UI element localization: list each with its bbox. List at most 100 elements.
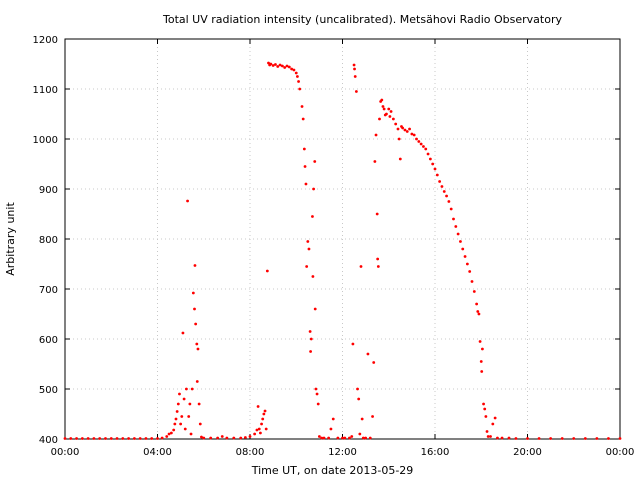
- data-point: [357, 397, 361, 401]
- data-point: [309, 337, 313, 341]
- data-point: [374, 133, 378, 137]
- data-point: [308, 330, 312, 333]
- data-point: [514, 437, 518, 440]
- data-point: [190, 387, 194, 391]
- data-point: [104, 437, 107, 440]
- data-point: [343, 436, 347, 440]
- data-point: [264, 427, 268, 431]
- data-point: [165, 435, 169, 438]
- data-point: [306, 240, 310, 243]
- data-point: [69, 437, 73, 440]
- data-point: [376, 257, 380, 261]
- data-point: [364, 436, 368, 440]
- data-point: [290, 67, 294, 71]
- data-point: [274, 63, 277, 66]
- data-point: [360, 417, 364, 421]
- data-point: [271, 64, 275, 67]
- data-point: [431, 162, 435, 166]
- data-point: [359, 265, 363, 268]
- data-point: [479, 360, 483, 363]
- x-tick-label: 08:00: [236, 447, 265, 458]
- data-point: [449, 207, 453, 211]
- data-point: [278, 63, 282, 67]
- data-point: [121, 437, 125, 440]
- data-point: [225, 436, 229, 440]
- data-point: [461, 247, 465, 251]
- data-point: [181, 331, 185, 335]
- data-point: [607, 437, 610, 440]
- y-tick-label: 800: [39, 235, 58, 246]
- data-point: [185, 387, 188, 391]
- data-point: [376, 265, 380, 268]
- data-point: [265, 269, 269, 273]
- data-point: [356, 387, 359, 391]
- data-point: [262, 412, 266, 416]
- data-point: [239, 436, 243, 440]
- data-point: [144, 437, 148, 440]
- data-point: [98, 437, 102, 440]
- data-point: [419, 142, 423, 146]
- data-point: [300, 105, 304, 108]
- data-point: [317, 435, 321, 438]
- data-point: [138, 437, 142, 440]
- data-point: [422, 145, 425, 148]
- data-point: [398, 157, 402, 161]
- data-point: [169, 431, 173, 435]
- y-tick-label: 1000: [33, 135, 58, 146]
- data-point: [313, 307, 317, 311]
- y-tick-label: 400: [39, 435, 58, 446]
- data-point: [368, 436, 372, 440]
- data-point: [179, 422, 183, 426]
- data-point: [173, 422, 177, 426]
- data-point: [304, 182, 308, 186]
- data-point: [156, 437, 159, 440]
- data-point: [361, 436, 365, 440]
- data-point: [200, 435, 203, 439]
- x-tick-label: 20:00: [513, 447, 542, 458]
- data-point: [191, 291, 195, 295]
- data-point: [489, 435, 492, 438]
- data-points: [63, 61, 622, 440]
- data-point: [373, 160, 377, 163]
- data-point: [424, 147, 428, 151]
- data-point: [75, 437, 78, 440]
- data-point: [322, 436, 326, 440]
- data-point: [167, 432, 171, 436]
- data-point: [484, 415, 488, 418]
- data-point: [127, 437, 130, 440]
- data-point: [375, 212, 379, 216]
- data-point: [428, 157, 432, 161]
- data-point: [459, 240, 462, 243]
- data-point: [195, 342, 199, 346]
- data-point: [435, 173, 439, 177]
- data-point: [465, 262, 469, 266]
- data-point: [433, 167, 437, 171]
- data-point: [468, 270, 472, 273]
- data-point: [549, 437, 553, 440]
- data-point: [476, 310, 480, 313]
- data-point: [303, 165, 307, 168]
- data-point: [331, 417, 335, 421]
- data-point: [378, 117, 381, 121]
- data-point: [183, 427, 187, 431]
- data-point: [385, 112, 388, 116]
- data-point: [220, 435, 224, 438]
- data-point: [394, 122, 398, 126]
- data-point: [86, 437, 90, 440]
- data-point: [260, 422, 263, 426]
- data-point: [496, 436, 499, 440]
- data-point: [209, 436, 213, 440]
- data-point: [276, 65, 280, 68]
- data-point: [477, 312, 481, 316]
- data-point: [115, 437, 119, 440]
- data-point: [63, 437, 67, 440]
- x-tick-label: 00:00: [606, 447, 635, 458]
- data-point: [391, 117, 395, 121]
- data-point: [188, 402, 192, 406]
- data-point: [387, 107, 391, 111]
- data-point: [175, 410, 179, 413]
- data-point: [280, 64, 284, 68]
- data-point: [485, 430, 489, 433]
- data-point: [302, 147, 306, 151]
- data-point: [442, 190, 446, 193]
